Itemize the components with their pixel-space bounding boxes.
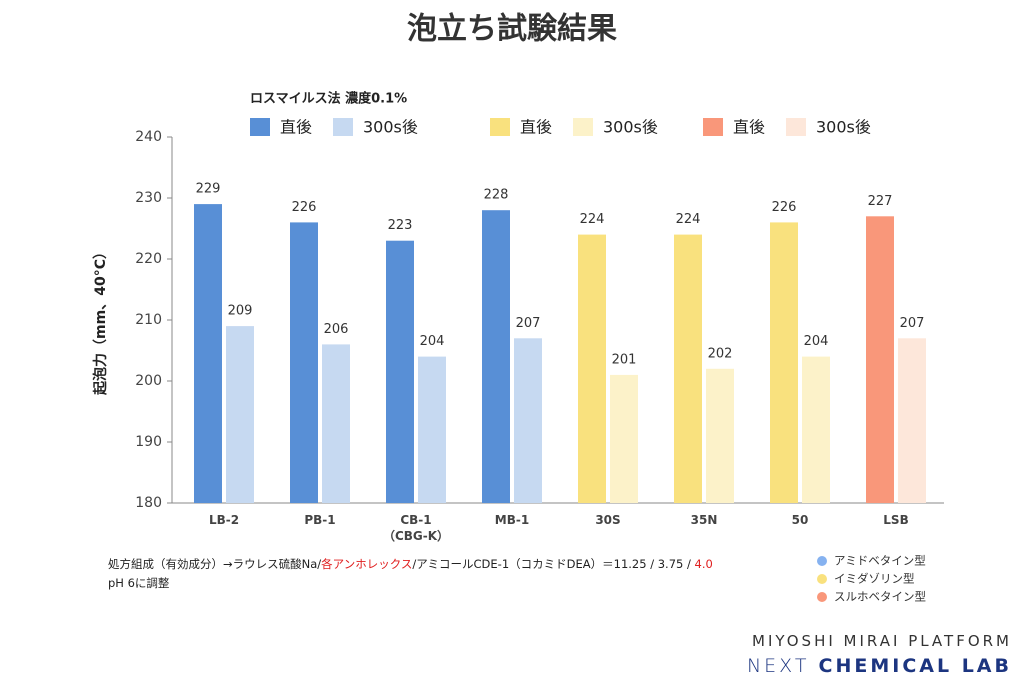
bar	[482, 210, 510, 503]
bar	[386, 240, 414, 503]
legend-swatch	[250, 118, 270, 136]
y-tick-label: 220	[135, 251, 162, 267]
brand-line: MIYOSHI MIRAI PLATFORM	[752, 632, 1012, 650]
y-tick-label: 180	[135, 495, 162, 511]
value-label: 201	[612, 352, 637, 367]
y-tick-label: 230	[135, 190, 162, 206]
bar	[770, 222, 798, 503]
x-tick-label: LB-2	[208, 513, 240, 527]
footnote: 処方組成（有効成分）→ラウレス硫酸Na/各アンホレックス/アミコールCDE-1（…	[108, 555, 713, 593]
chart-title: 泡立ち試験結果	[407, 12, 617, 47]
legend-swatch	[333, 118, 353, 136]
y-tick-label: 210	[135, 312, 162, 328]
bar	[610, 374, 638, 503]
value-label: 207	[516, 316, 541, 331]
value-label: 226	[292, 200, 317, 215]
value-label: 209	[228, 304, 253, 319]
bar	[674, 234, 702, 503]
legend-swatch	[573, 118, 593, 136]
note-segment: /アミコールCDE-1（コカミドDEA）＝11.25 / 3.75 /	[412, 557, 695, 571]
x-tick-label: PB-1	[304, 513, 336, 527]
value-label: 207	[900, 316, 925, 331]
value-label: 229	[196, 182, 221, 197]
bar	[578, 234, 606, 503]
x-tick-label: MB-1	[494, 513, 530, 527]
value-label: 224	[676, 212, 701, 227]
bar	[194, 204, 222, 503]
y-axis-label: 起泡力（mm、40°C）	[92, 245, 109, 396]
bar	[290, 222, 318, 503]
legend-swatch	[490, 118, 510, 136]
note-segment: 処方組成（有効成分）→ラウレス硫酸Na/	[108, 557, 322, 571]
legend-swatch	[786, 118, 806, 136]
type-label: アミドベタイン型	[834, 554, 926, 568]
bar	[706, 368, 734, 503]
brand-light: NEXT	[746, 655, 810, 677]
legend-label: 300s後	[363, 118, 418, 137]
x-tick-label: CB-1 （CBG-K）	[382, 513, 450, 543]
value-label: 223	[388, 218, 413, 233]
x-tick-label: 35N	[690, 513, 718, 527]
bar	[866, 216, 894, 504]
value-label: 204	[420, 334, 445, 349]
type-marker	[817, 556, 827, 566]
type-marker	[817, 574, 827, 584]
bar	[898, 338, 926, 503]
type-label: イミダゾリン型	[834, 572, 915, 586]
legend-label: 直後	[520, 118, 552, 137]
brand-line: NEXT CHEMICAL LAB	[747, 655, 1012, 677]
bar	[802, 356, 830, 503]
value-label: 228	[484, 188, 509, 203]
bar	[514, 338, 542, 503]
bar	[322, 344, 350, 503]
bar	[418, 356, 446, 503]
note-segment: 4.0	[694, 557, 713, 571]
value-label: 204	[804, 334, 829, 349]
y-tick-label: 190	[135, 434, 162, 450]
value-label: 206	[324, 322, 349, 337]
y-tick-label: 200	[135, 373, 162, 389]
legend-label: 300s後	[816, 118, 871, 137]
note-line: 処方組成（有効成分）→ラウレス硫酸Na/各アンホレックス/アミコールCDE-1（…	[108, 555, 713, 574]
type-label: スルホベタイン型	[834, 590, 926, 604]
y-tick-label: 240	[135, 129, 162, 145]
brand-bold: CHEMICAL LAB	[818, 655, 1012, 677]
value-label: 226	[772, 200, 797, 215]
legend-swatch	[703, 118, 723, 136]
x-tick-label: 50	[791, 513, 809, 527]
legend-label: 300s後	[603, 118, 658, 137]
x-tick-label: LSB	[883, 513, 909, 527]
type-marker	[817, 592, 827, 602]
value-label: 202	[708, 346, 733, 361]
legend-title: ロスマイルス法 濃度0.1%	[250, 91, 407, 107]
note-segment: 各アンホレックス	[321, 557, 413, 571]
value-label: 224	[580, 212, 605, 227]
value-label: 227	[868, 194, 893, 209]
legend-label: 直後	[280, 118, 312, 137]
x-tick-label: 30S	[595, 513, 621, 527]
note-line: pH 6に調整	[108, 576, 170, 590]
legend-label: 直後	[733, 118, 765, 137]
bar	[226, 326, 254, 503]
